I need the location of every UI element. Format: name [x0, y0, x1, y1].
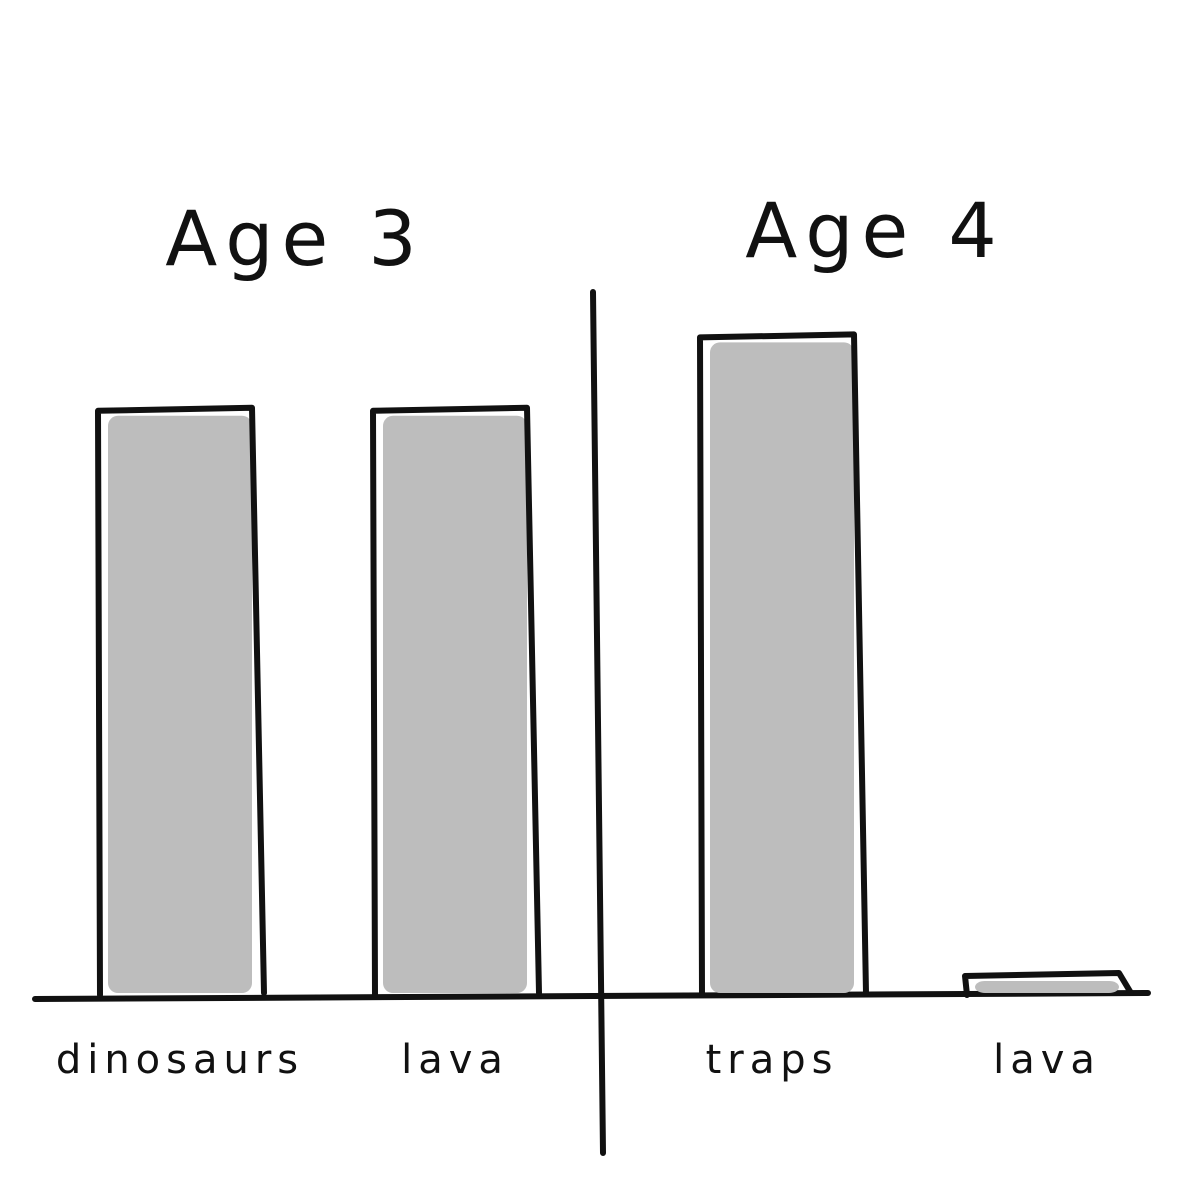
panel-divider: [590, 289, 606, 1156]
bar-outline-traps-age-4: [697, 331, 869, 998]
bar-fill-lava-age-3: [383, 415, 527, 993]
bar-outline-lava-age-4: [962, 969, 1134, 998]
panel-title-age-4: Age 4: [745, 186, 1005, 275]
category-label-traps: traps: [706, 1037, 839, 1083]
bars-layer: [95, 331, 1134, 998]
panel-title-age-3: Age 3: [165, 194, 425, 283]
bar-fill-lava-age-4: [975, 980, 1119, 993]
bar-outline-lava-age-3: [370, 404, 542, 998]
bar-fill-dinosaurs-age-3: [108, 415, 252, 993]
category-label-dinosaurs: dinosaurs: [56, 1037, 304, 1083]
category-label-lava-age-3: lava: [401, 1037, 509, 1083]
x-axis: [32, 990, 1151, 1002]
bar-outline-dinosaurs-age-3: [95, 404, 267, 998]
category-label-lava-age-4: lava: [993, 1037, 1101, 1083]
bar-fill-traps-age-4: [710, 342, 854, 993]
